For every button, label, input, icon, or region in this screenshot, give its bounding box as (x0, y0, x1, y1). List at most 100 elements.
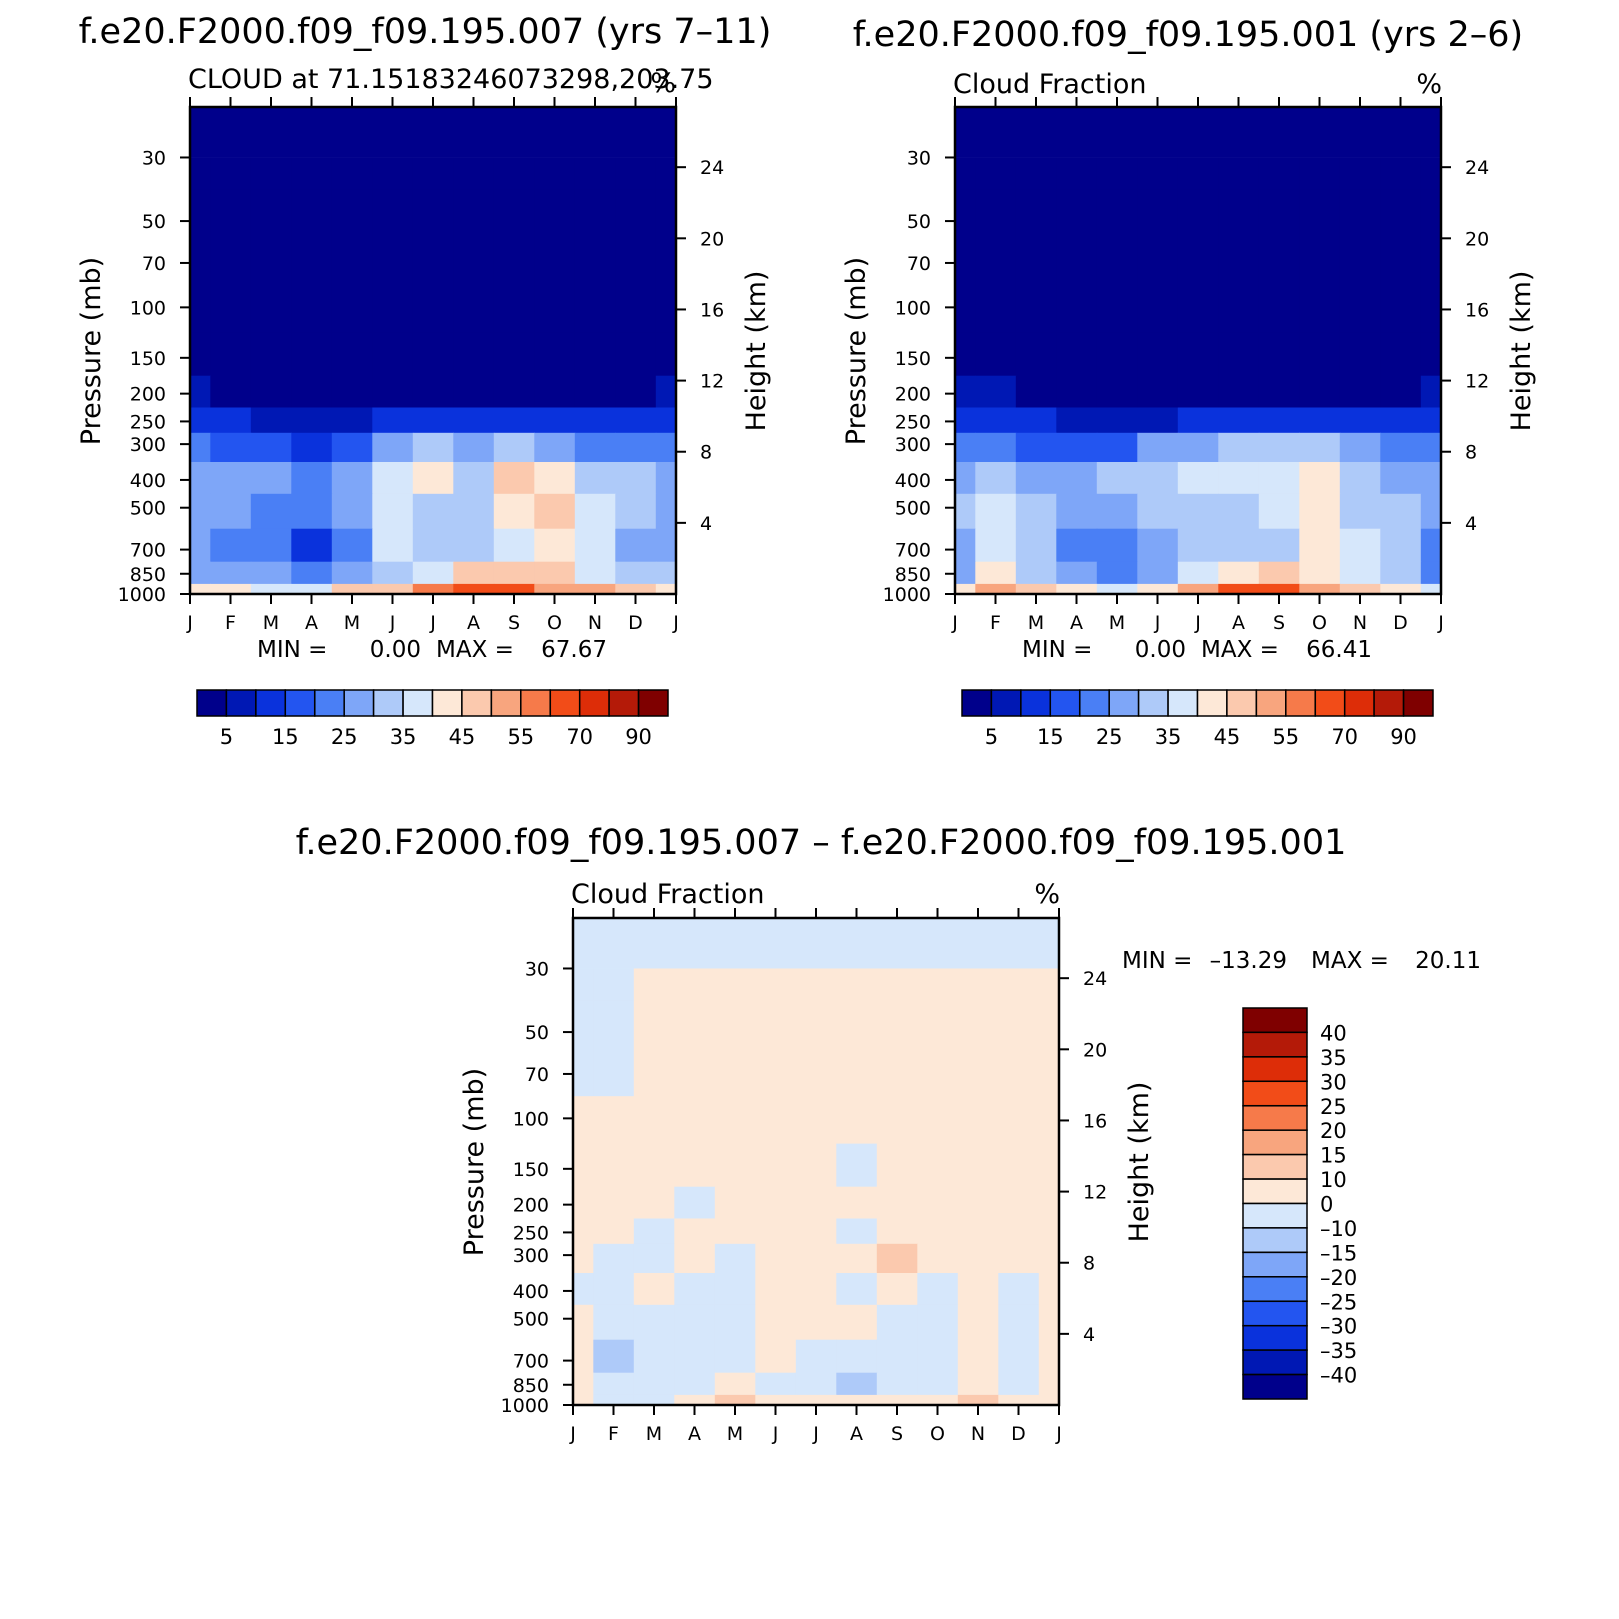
panel-2-y2tick-label: 4 (1465, 513, 1477, 535)
panel-3-xtick-label: J (772, 1423, 779, 1445)
panel-3-field-cell (573, 968, 594, 1001)
panel-1-field-cell (250, 332, 292, 377)
panel-1-field-cell (372, 285, 414, 334)
panel-3-field-cell (917, 1339, 959, 1374)
panel-1-field-cell (493, 375, 535, 409)
panel-1-field-cell (210, 493, 252, 530)
panel-1-field-cell (412, 561, 454, 585)
panel-2-field-cell (1420, 189, 1442, 243)
panel-2-field-cell (1299, 242, 1341, 286)
panel-3-field-cell (917, 1394, 959, 1406)
panel-1-field-cell (412, 583, 454, 595)
panel-1-y2tick-label: 16 (700, 299, 724, 321)
panel-3-field-cell (714, 968, 756, 1001)
panel-1-field-cell (655, 528, 677, 563)
panel-3-field-cell (633, 1394, 675, 1406)
panel-2-field-cell (1056, 332, 1098, 377)
panel-1-field-cell (574, 242, 616, 286)
panel-3-field-cell (957, 1304, 999, 1341)
panel-3-case-title: f.e20.F2000.f09_f09.195.007 – f.e20.F200… (296, 823, 1347, 863)
panel-3-field-cell (957, 1218, 999, 1245)
panel-3-field-cell (836, 1273, 878, 1306)
panel-3-field-cell (593, 1273, 635, 1306)
panel-1-y2tick-label: 8 (700, 442, 712, 464)
panel-2-field-cell (1339, 528, 1381, 563)
panel-1-field-cell (210, 583, 252, 595)
panel-2-field-cell (1258, 561, 1300, 585)
panel-2-case-title: f.e20.F2000.f09_f09.195.001 (yrs 2–6) (853, 15, 1523, 55)
panel-2-colorbar-swatch (990, 689, 1022, 717)
panel-3-field-cell (633, 1243, 675, 1274)
panel-1-field-cell (493, 285, 535, 334)
panel-2-min-label: MIN = (1022, 637, 1092, 663)
panel-3-field-cell (593, 1394, 635, 1406)
panel-3-field-cell (755, 1000, 797, 1054)
panel-3-field-cell (836, 1053, 878, 1097)
panel-1-field-cell (534, 407, 576, 434)
panel-1-field-cell (331, 493, 373, 530)
panel-3-field-cell (633, 1372, 675, 1396)
panel-2-colorbar-swatch (1314, 689, 1346, 717)
panel-3-field-cell (917, 1096, 959, 1145)
panel-1-colorbar: 5 15 25 35 45 55 70 90 (196, 689, 669, 749)
panel-2-units: % (1416, 69, 1442, 100)
panel-2-field-cell (975, 189, 1017, 243)
panel-3-field-cell (593, 968, 635, 1001)
panel-2-field-cell (1056, 583, 1098, 595)
panel-1-field-cell (493, 528, 535, 563)
panel-3-field-cell (998, 1143, 1040, 1188)
panel-2-field-cell (955, 432, 976, 463)
panel-3-field-cell (633, 1186, 675, 1220)
panel-2-colorbar-swatch (1196, 689, 1228, 717)
panel-2-field-cell (1015, 407, 1057, 434)
panel-1-colorbar-swatch (372, 689, 404, 717)
panel-3-field-cell (1038, 1186, 1060, 1220)
panel-2-field-cell (1420, 462, 1442, 495)
panel-2-field-cell (1056, 528, 1098, 563)
panel-2-field-cell (955, 189, 976, 243)
panel-3-field-cell (573, 1218, 594, 1245)
panel-3-ytick-label: 700 (513, 1351, 549, 1373)
panel-2-ytick-label: 70 (907, 253, 931, 275)
panel-2-field-cell (1177, 285, 1219, 334)
panel-1-field-cell (291, 285, 333, 334)
panel-2-field-cell (1380, 157, 1422, 190)
panel-3-field-cell (714, 1304, 756, 1341)
panel-1-field-cell (190, 375, 211, 409)
panel-3-y2tick-label: 12 (1083, 1182, 1107, 1204)
panel-3-colorbar-label: 10 (1320, 1168, 1347, 1192)
panel-2-field-cell (1258, 375, 1300, 409)
panel-1-field-cell (453, 561, 495, 585)
panel-3-max-label: MAX = (1311, 948, 1389, 974)
panel-1-ytick-label: 700 (130, 540, 166, 562)
panel-3-field-cell (1038, 1372, 1060, 1396)
panel-1-field-cell (190, 407, 211, 434)
panel-3-field-cell (836, 1218, 878, 1245)
panel-2-field-cell (1258, 432, 1300, 463)
panel-1-field-cell (655, 407, 677, 434)
panel-1-field-cell (291, 375, 333, 409)
panel-3-field-cell (593, 1186, 635, 1220)
panel-3-colorbar-label: 30 (1320, 1070, 1347, 1094)
panel-2-field-cell (1420, 583, 1442, 595)
panel-1-y2tick-label: 12 (700, 371, 724, 393)
panel-3-field-cell (573, 1273, 594, 1306)
panel-2-field-cell (1015, 242, 1057, 286)
panel-1-colorbar-label: 15 (272, 725, 299, 749)
panel-2-field-cell (1015, 432, 1057, 463)
panel-3-field-cell (917, 1053, 959, 1097)
panel-3-field-top (573, 918, 1059, 969)
panel-3-field-cell (755, 1218, 797, 1245)
panel-1-field-cell (493, 407, 535, 434)
panel-3-field-cell (836, 1339, 878, 1374)
panel-3-ytick-label: 400 (513, 1281, 549, 1303)
panel-3-ytick-label: 850 (513, 1375, 549, 1397)
panel-2-field-cell (1177, 332, 1219, 377)
panel-1-field-cell (250, 189, 292, 243)
panel-3-colorbar-swatch (1242, 1300, 1308, 1327)
panel-3-field-cell (633, 1053, 675, 1097)
panel-3-field-cell (876, 1394, 918, 1406)
panel-3-colorbar-label: –20 (1320, 1266, 1357, 1290)
